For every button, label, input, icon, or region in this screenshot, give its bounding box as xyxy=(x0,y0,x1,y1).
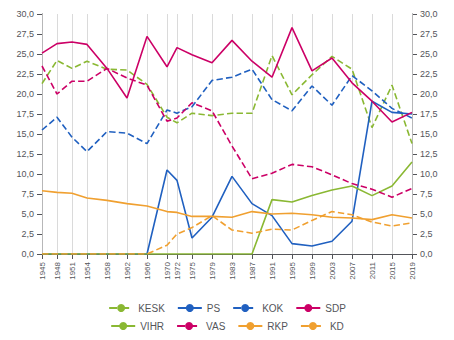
svg-text:1945: 1945 xyxy=(38,261,47,279)
svg-text:5,0: 5,0 xyxy=(420,209,433,219)
svg-text:VAS: VAS xyxy=(206,321,226,332)
svg-text:KESK: KESK xyxy=(138,303,165,314)
svg-text:RKP: RKP xyxy=(267,321,288,332)
svg-text:1951: 1951 xyxy=(68,261,77,279)
svg-text:1983: 1983 xyxy=(228,261,237,279)
svg-text:17,5: 17,5 xyxy=(16,109,34,119)
svg-text:2007: 2007 xyxy=(348,261,357,279)
svg-text:1948: 1948 xyxy=(53,261,62,279)
svg-text:10,0: 10,0 xyxy=(420,169,438,179)
svg-text:2,5: 2,5 xyxy=(21,229,34,239)
svg-text:27,5: 27,5 xyxy=(420,29,438,39)
svg-text:0,0: 0,0 xyxy=(420,249,433,259)
svg-text:0,0: 0,0 xyxy=(21,249,34,259)
svg-text:2019: 2019 xyxy=(408,261,417,279)
svg-text:1972: 1972 xyxy=(173,261,182,279)
svg-text:1962: 1962 xyxy=(123,261,132,279)
svg-text:15,0: 15,0 xyxy=(16,129,34,139)
svg-text:2015: 2015 xyxy=(388,261,397,279)
svg-text:20,0: 20,0 xyxy=(16,89,34,99)
svg-text:5,0: 5,0 xyxy=(21,209,34,219)
svg-text:2011: 2011 xyxy=(368,261,377,279)
svg-text:KOK: KOK xyxy=(262,303,283,314)
svg-text:1999: 1999 xyxy=(308,261,317,279)
svg-text:KD: KD xyxy=(330,321,344,332)
svg-text:12,5: 12,5 xyxy=(420,149,438,159)
svg-text:22,5: 22,5 xyxy=(16,69,34,79)
svg-text:1958: 1958 xyxy=(103,261,112,279)
svg-text:30,0: 30,0 xyxy=(420,9,438,19)
svg-text:SDP: SDP xyxy=(325,303,346,314)
svg-text:22,5: 22,5 xyxy=(420,69,438,79)
svg-text:7,5: 7,5 xyxy=(21,189,34,199)
svg-text:2003: 2003 xyxy=(328,261,337,279)
svg-text:25,0: 25,0 xyxy=(420,49,438,59)
svg-text:20,0: 20,0 xyxy=(420,89,438,99)
svg-text:PS: PS xyxy=(207,303,221,314)
svg-text:17,5: 17,5 xyxy=(420,109,438,119)
svg-text:1979: 1979 xyxy=(208,261,217,279)
svg-text:1991: 1991 xyxy=(268,261,277,279)
svg-text:7,5: 7,5 xyxy=(420,189,433,199)
svg-text:1987: 1987 xyxy=(248,261,257,279)
svg-text:12,5: 12,5 xyxy=(16,149,34,159)
svg-text:1970: 1970 xyxy=(163,261,172,279)
svg-text:1966: 1966 xyxy=(143,261,152,279)
svg-text:2,5: 2,5 xyxy=(420,229,433,239)
svg-text:1954: 1954 xyxy=(83,261,92,279)
svg-text:27,5: 27,5 xyxy=(16,29,34,39)
svg-text:15,0: 15,0 xyxy=(420,129,438,139)
svg-text:25,0: 25,0 xyxy=(16,49,34,59)
svg-text:10,0: 10,0 xyxy=(16,169,34,179)
svg-text:1995: 1995 xyxy=(288,261,297,279)
svg-text:30,0: 30,0 xyxy=(16,9,34,19)
svg-text:1975: 1975 xyxy=(188,261,197,279)
svg-text:VIHR: VIHR xyxy=(140,321,164,332)
